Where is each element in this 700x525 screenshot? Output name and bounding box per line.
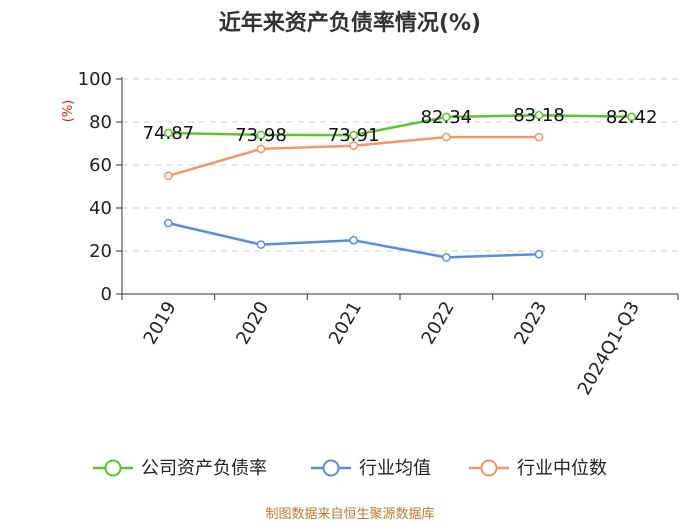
- x-tick-label: 2022: [418, 298, 459, 348]
- data-labels: 74.87 73.98 73.91 82.34 83.18 82.42: [143, 105, 658, 146]
- legend-label: 行业均值: [359, 458, 431, 479]
- y-axis-unit-label: (%): [61, 100, 76, 123]
- legend: 公司资产负债率 行业均值 行业中位数: [93, 458, 607, 479]
- series-0-point: [534, 110, 544, 120]
- data-label: 82.42: [606, 107, 658, 128]
- series-line-0: [167, 113, 633, 137]
- legend-marker: [322, 459, 340, 477]
- source-note: 制图数据来自恒生聚源数据库: [265, 506, 434, 522]
- grid-lines: [122, 78, 678, 252]
- series-1-point: [349, 235, 359, 245]
- series-1-point: [441, 253, 451, 262]
- series-0-point: [441, 112, 451, 122]
- axes: 0 20 40 60 80 100 2019 2020 2021 2022 2023 2024Q1-Q…: [78, 69, 679, 399]
- data-label: 73.98: [235, 125, 287, 146]
- series-2-point: [256, 144, 266, 154]
- series-lines: [163, 110, 637, 262]
- legend-marker: [104, 459, 122, 477]
- series-0-point: [627, 112, 637, 122]
- data-label: 82.34: [421, 107, 473, 128]
- series-2-point: [163, 171, 173, 181]
- data-label: 74.87: [143, 123, 195, 144]
- legend-item-0[interactable]: 公司资产负债率: [93, 458, 267, 479]
- series-0-point: [256, 130, 266, 140]
- data-label: 73.91: [328, 125, 380, 146]
- x-tick-label: 2021: [325, 298, 366, 348]
- x-tick-label: 2020: [232, 298, 273, 348]
- series-2-point: [534, 132, 544, 142]
- series-0-point: [349, 130, 359, 140]
- y-tick-label: 0: [101, 284, 112, 305]
- series-2-point: [441, 132, 451, 142]
- series-0-point: [163, 128, 173, 138]
- series-2-point: [349, 141, 359, 150]
- y-tick-label: 20: [89, 241, 112, 262]
- legend-label: 行业中位数: [517, 458, 607, 479]
- x-tick-label: 2019: [140, 298, 181, 348]
- legend-marker: [480, 459, 498, 477]
- series-1-point: [534, 249, 544, 259]
- x-tick-label: 2023: [510, 298, 551, 348]
- legend-item-2[interactable]: 行业中位数: [469, 458, 607, 479]
- y-tick-label: 60: [89, 155, 112, 176]
- chart-title: 近年来资产负债率情况(%): [219, 10, 481, 36]
- y-tick-label: 40: [89, 198, 112, 219]
- y-tick-label: 100: [78, 69, 112, 90]
- legend-label: 公司资产负债率: [141, 458, 267, 479]
- series-1-point: [163, 218, 173, 228]
- data-label: 83.18: [513, 105, 565, 126]
- x-tick-label: 2024Q1-Q3: [574, 298, 644, 399]
- legend-item-1[interactable]: 行业均值: [311, 458, 431, 479]
- y-tick-label: 80: [89, 112, 112, 133]
- series-1-point: [256, 240, 266, 249]
